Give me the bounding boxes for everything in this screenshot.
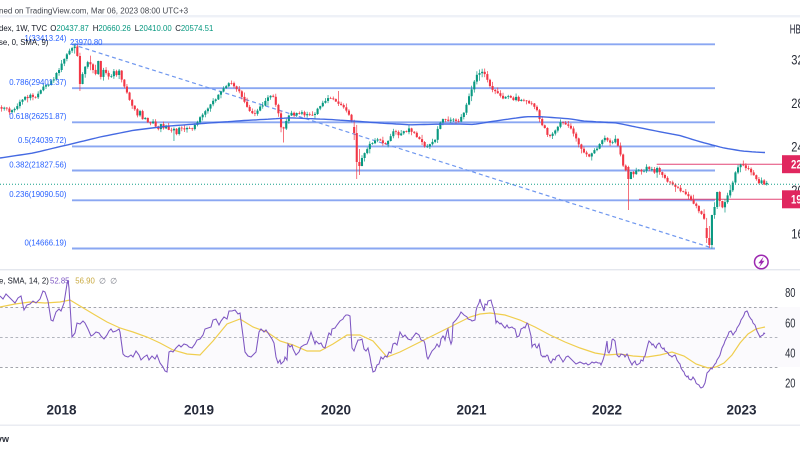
svg-text:19150.45: 19150.45 [791,193,800,207]
svg-text:0.5(24039.72): 0.5(24039.72) [18,136,67,145]
svg-text:20: 20 [785,376,795,391]
svg-text:24000: 24000 [791,140,800,155]
svg-text:28000: 28000 [791,96,800,111]
svg-text:L20410.00: L20410.00 [135,24,173,33]
svg-text:0(14666.19): 0(14666.19) [24,238,66,247]
svg-text:ned on TradingView.com, Mar 06: ned on TradingView.com, Mar 06, 2023 08:… [0,7,189,16]
svg-text:0.382(21827.56): 0.382(21827.56) [9,160,67,169]
svg-text:e, SMA, 14, 2): e, SMA, 14, 2) [0,277,49,286]
svg-text:2022: 2022 [592,402,622,417]
svg-text:1(33413.24): 1(33413.24) [24,34,66,43]
svg-text:2021: 2021 [456,402,487,417]
svg-text:40: 40 [785,345,795,360]
svg-text:80: 80 [785,285,795,300]
svg-text:2020: 2020 [321,402,351,417]
svg-text:52.85: 52.85 [50,277,70,286]
svg-text:22388.28: 22388.28 [791,158,800,172]
svg-text:dex, 1W, TVC: dex, 1W, TVC [0,24,47,33]
svg-text:se, 0, SMA, 9): se, 0, SMA, 9) [0,38,49,47]
svg-text:0.236(19090.50): 0.236(19090.50) [9,190,67,199]
svg-text:2018: 2018 [46,402,77,417]
svg-text:60: 60 [785,315,795,330]
svg-text:56.90: 56.90 [75,277,95,286]
svg-text:23970.80: 23970.80 [70,38,103,47]
svg-text:0.786(29401.37): 0.786(29401.37) [9,78,67,87]
svg-text:16000: 16000 [791,227,800,242]
svg-text:0.618(26251.87): 0.618(26251.87) [9,112,67,121]
svg-text:C20574.51: C20574.51 [175,24,213,33]
svg-text:vw: vw [0,434,10,444]
svg-text:O20437.87: O20437.87 [50,24,89,33]
svg-text:∅ ∅: ∅ ∅ [99,277,117,286]
svg-text:2023: 2023 [726,402,757,417]
svg-text:HB: HB [790,22,800,37]
svg-text:H20660.26: H20660.26 [93,24,131,33]
svg-text:2019: 2019 [184,402,214,417]
svg-text:32000: 32000 [791,52,800,67]
